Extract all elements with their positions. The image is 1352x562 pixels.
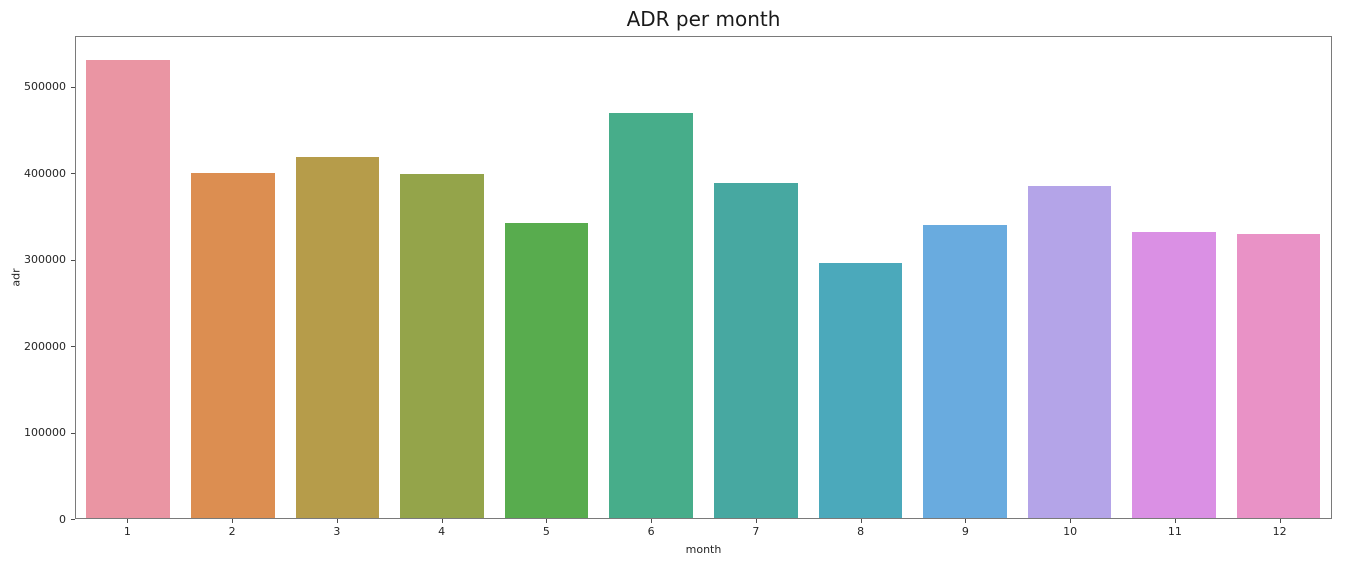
x-axis-tick-label: 6 xyxy=(647,525,655,538)
bar-slot-month-11 xyxy=(1122,37,1227,518)
x-axis-tick-mark xyxy=(1175,519,1176,523)
bar-month-1 xyxy=(86,59,171,518)
y-axis-tick-label: 100000 xyxy=(24,426,66,440)
bar-slot-month-2 xyxy=(181,37,286,518)
x-axis-tick-mark xyxy=(1280,519,1281,523)
bar-month-12 xyxy=(1236,233,1321,518)
x-axis-tick-label: 12 xyxy=(1272,525,1287,538)
bar-slot-month-7 xyxy=(703,37,808,518)
x-axis-tick-label: 9 xyxy=(961,525,969,538)
x-axis-tick-mark xyxy=(861,519,862,523)
y-axis-tick-mark xyxy=(71,260,75,261)
y-axis-tick-label: 0 xyxy=(59,512,66,526)
bar-month-3 xyxy=(295,157,380,518)
bar-slot-month-1 xyxy=(76,37,181,518)
x-axis-tick-label: 8 xyxy=(857,525,865,538)
x-axis-tick-mark xyxy=(756,519,757,523)
plot-area xyxy=(75,36,1332,519)
bar-slot-month-12 xyxy=(1226,37,1331,518)
bar-month-10 xyxy=(1027,186,1112,518)
bar-slot-month-10 xyxy=(1017,37,1122,518)
bar-month-6 xyxy=(609,113,693,518)
x-axis-tick-label: 5 xyxy=(542,525,550,538)
y-axis-tick-label: 500000 xyxy=(24,80,66,94)
y-axis-tick-label: 200000 xyxy=(24,339,66,353)
x-axis-label: month xyxy=(685,543,722,556)
bar-slot-month-3 xyxy=(285,37,390,518)
x-axis-tick-label: 7 xyxy=(752,525,760,538)
x-axis-tick-label: 4 xyxy=(438,525,446,538)
y-axis-tick-mark xyxy=(71,346,75,347)
x-axis-tick-mark xyxy=(232,519,233,523)
x-axis-tick-mark xyxy=(965,519,966,523)
x-axis-tick-label: 3 xyxy=(333,525,341,538)
bar-slot-month-8 xyxy=(808,37,913,518)
y-axis-tick-mark xyxy=(71,173,75,174)
bar-month-5 xyxy=(504,222,589,518)
bar-month-4 xyxy=(400,173,484,518)
y-axis-label: adr xyxy=(9,268,23,287)
x-axis-tick-label: 10 xyxy=(1063,525,1078,538)
bar-slot-month-4 xyxy=(390,37,495,518)
x-axis-tick-label: 2 xyxy=(228,525,236,538)
y-axis-tick-mark xyxy=(71,87,75,88)
x-axis-tick-mark xyxy=(1070,519,1071,523)
bar-slot-month-5 xyxy=(494,37,599,518)
y-axis-tick-label: 400000 xyxy=(24,166,66,180)
y-axis-tick-mark xyxy=(71,519,75,520)
bar-month-2 xyxy=(191,172,275,518)
x-axis-tick-mark xyxy=(127,519,128,523)
y-axis-tick-label: 300000 xyxy=(24,253,66,267)
y-axis-tick-mark xyxy=(71,433,75,434)
x-axis-tick-mark xyxy=(442,519,443,523)
bar-month-7 xyxy=(713,183,798,518)
x-axis-tick-label: 11 xyxy=(1167,525,1182,538)
bars-container xyxy=(76,37,1331,518)
bar-slot-month-9 xyxy=(913,37,1018,518)
bar-slot-month-6 xyxy=(599,37,704,518)
bar-month-9 xyxy=(923,225,1007,518)
x-axis-tick-mark xyxy=(546,519,547,523)
x-axis-tick-mark xyxy=(337,519,338,523)
bar-month-8 xyxy=(818,263,903,518)
x-axis-tick-mark xyxy=(651,519,652,523)
x-axis-tick-label: 1 xyxy=(123,525,131,538)
chart-title: ADR per month xyxy=(626,7,781,31)
bar-month-11 xyxy=(1132,232,1216,518)
